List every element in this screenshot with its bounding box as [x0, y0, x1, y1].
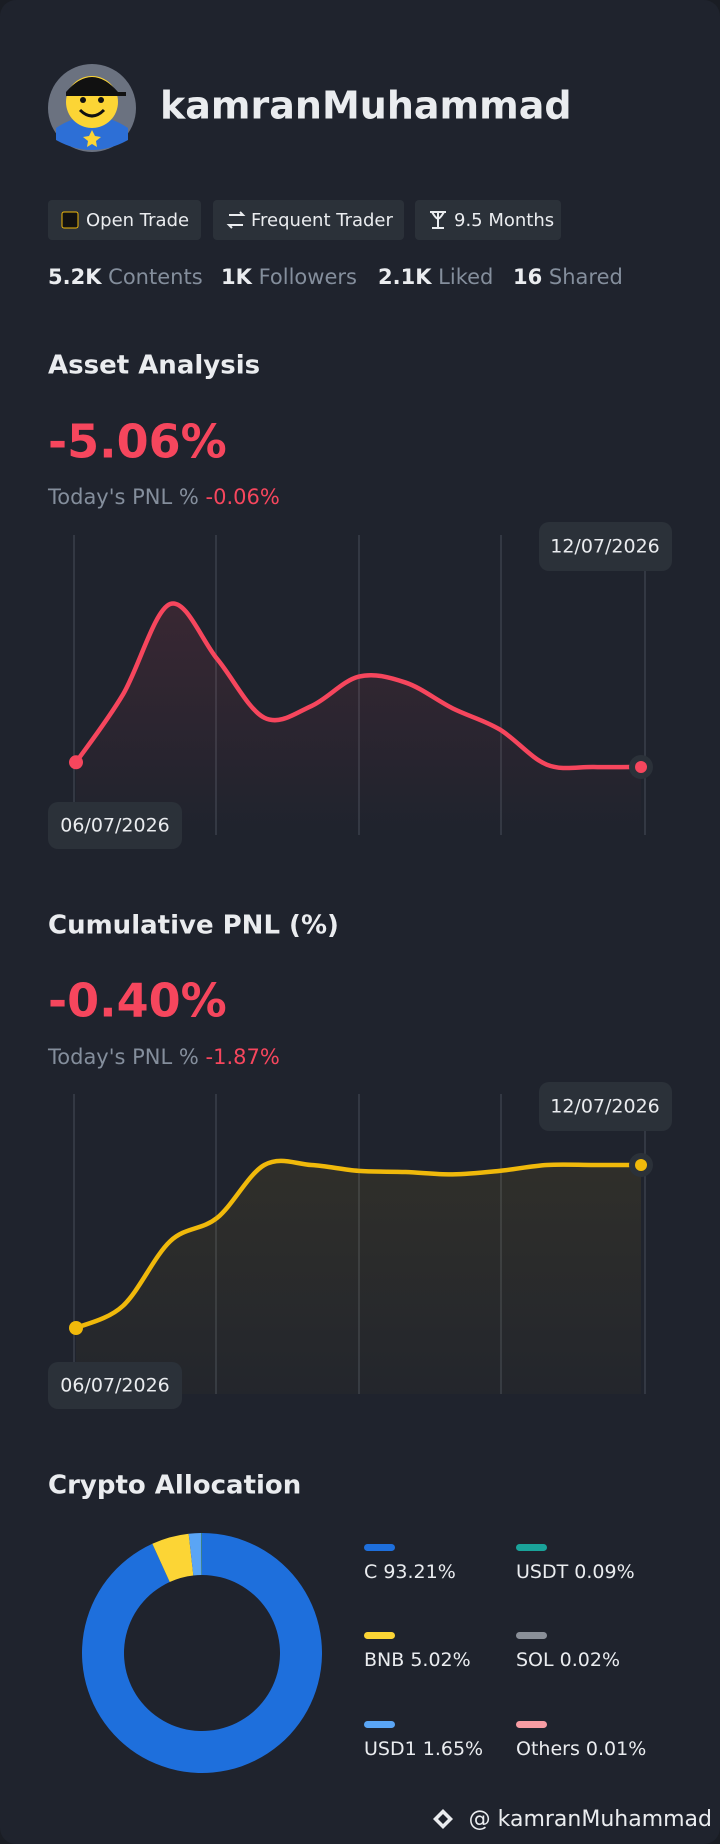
end-point	[635, 761, 647, 773]
date-bubble	[48, 1362, 182, 1409]
date-bubble	[539, 522, 672, 571]
today-pnl-value: -0.06%	[206, 485, 280, 509]
donut-slice	[201, 1533, 202, 1576]
footer-handle: @ kamranMuhammad	[469, 1807, 712, 1832]
stat-value: 1K	[221, 265, 253, 289]
legend-value: 0.02%	[560, 1649, 620, 1671]
stat: 16 Shared	[513, 265, 623, 289]
headline-pnl: -5.06%	[48, 415, 227, 469]
stat-value: 2.1K	[378, 265, 432, 289]
legend-swatch	[516, 1632, 547, 1639]
start-point	[69, 1321, 83, 1335]
legend-name: SOL	[516, 1649, 554, 1671]
stat-label: Shared	[549, 265, 623, 289]
badge-label: 9.5 Months	[454, 210, 554, 231]
end-point	[635, 1159, 647, 1171]
legend-name: USD1	[364, 1738, 417, 1760]
date-bubble	[539, 1082, 672, 1131]
username: kamranMuhammad	[160, 84, 572, 128]
donut-slice	[188, 1533, 202, 1576]
stat-label: Liked	[438, 265, 493, 289]
donut-slice	[82, 1533, 323, 1774]
stat-value: 16	[513, 265, 542, 289]
stat: 5.2K Contents	[48, 265, 203, 289]
avatar	[48, 64, 136, 152]
legend-value: 0.01%	[586, 1738, 646, 1760]
legend-name: Others	[516, 1738, 580, 1760]
legend-value: 1.65%	[423, 1738, 483, 1760]
legend-swatch	[364, 1544, 395, 1551]
legend-swatch	[364, 1721, 395, 1728]
legend-value: 5.02%	[410, 1649, 470, 1671]
section-title: Cumulative PNL (%)	[48, 911, 339, 941]
start-date: 06/07/2026	[60, 1375, 170, 1397]
badge-label: Open Trade	[86, 210, 189, 231]
legend-entry: Others 0.01%	[516, 1738, 646, 1760]
date-bubble	[48, 802, 182, 849]
legend-entry: SOL 0.02%	[516, 1649, 620, 1671]
legend-entry: USDT 0.09%	[516, 1561, 635, 1583]
stats: 5.2K Contents 1K Followers 2.1K Liked 16…	[48, 265, 623, 289]
legend-entry: C 93.21%	[364, 1561, 456, 1583]
legend-name: C	[364, 1561, 377, 1583]
stat-label: Followers	[259, 265, 357, 289]
section-title: Asset Analysis	[48, 351, 260, 381]
start-date: 06/07/2026	[60, 815, 170, 837]
headline-pnl: -0.40%	[48, 974, 227, 1028]
today-pnl-label: Today's PNL %	[47, 485, 199, 509]
legend-swatch	[516, 1544, 547, 1551]
end-date: 12/07/2026	[550, 1096, 660, 1118]
today-pnl-label: Today's PNL %	[47, 1045, 199, 1069]
legend-name: BNB	[364, 1649, 404, 1671]
legend-value: 93.21%	[383, 1561, 455, 1583]
legend-name: USDT	[516, 1561, 569, 1583]
charts: Asset Analysis -5.06% Today's PNL % -0.06%…	[47, 351, 672, 1774]
badges: Open Trade Frequent Trader 9.5 Months	[48, 200, 561, 240]
stat: 2.1K Liked	[378, 265, 493, 289]
line-series	[75, 1158, 641, 1331]
start-point	[69, 755, 83, 770]
stat-label: Contents	[108, 265, 202, 289]
footer: @ kamranMuhammad	[433, 1807, 712, 1832]
end-date: 12/07/2026	[550, 536, 660, 558]
stat-value: 5.2K	[48, 265, 102, 289]
today-pnl-value: -1.87%	[206, 1045, 280, 1069]
section-title: Crypto Allocation	[48, 1471, 301, 1501]
today-pnl: Today's PNL % -1.87%	[47, 1045, 280, 1069]
line-series	[74, 601, 642, 771]
donut-slice	[152, 1533, 194, 1582]
stat: 1K Followers	[221, 265, 357, 289]
today-pnl: Today's PNL % -0.06%	[47, 485, 280, 509]
legend-value: 0.09%	[574, 1561, 634, 1583]
badge-label: Frequent Trader	[251, 210, 393, 231]
legend-entry: USD1 1.65%	[364, 1738, 483, 1760]
legend-swatch	[364, 1632, 395, 1639]
legend-entry: BNB 5.02%	[364, 1649, 471, 1671]
legend-swatch	[516, 1721, 547, 1728]
